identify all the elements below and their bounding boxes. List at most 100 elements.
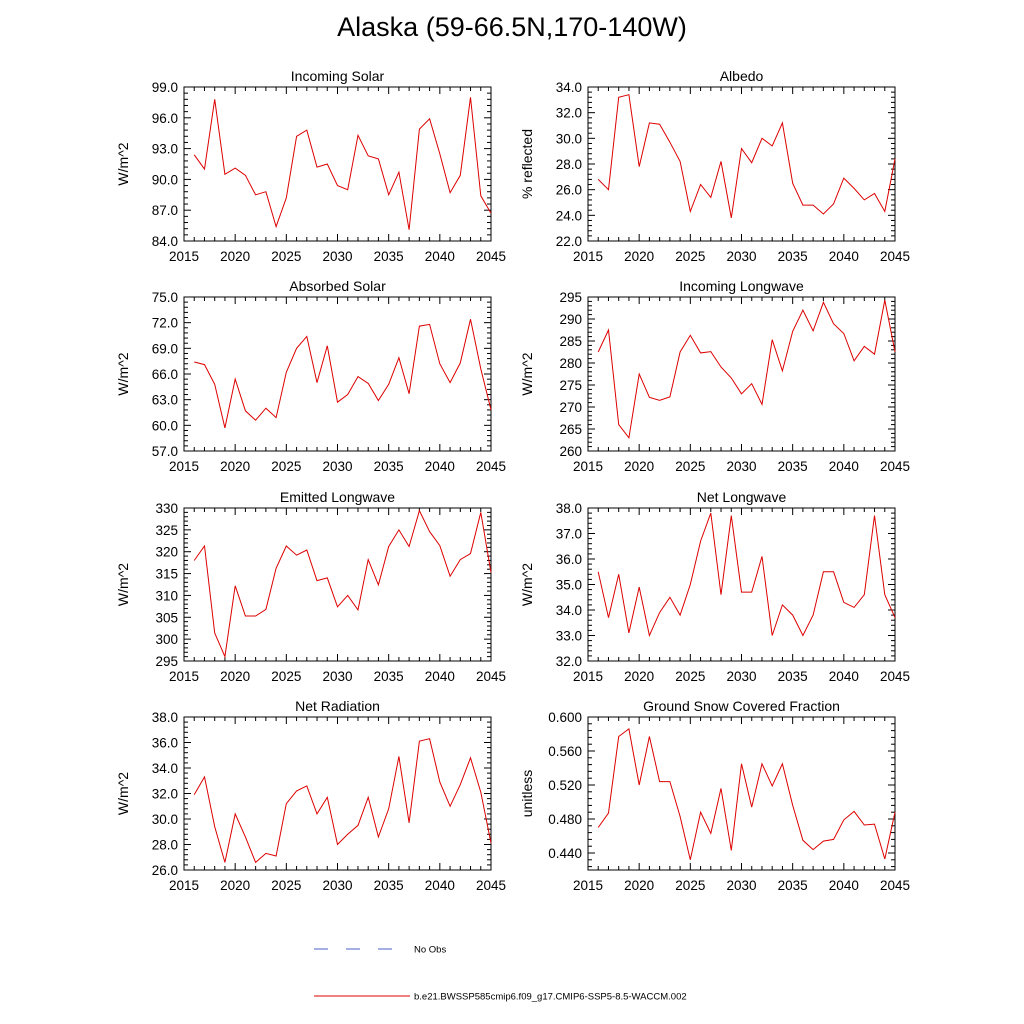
y-tick-label: 38.0 <box>152 710 178 725</box>
y-tick-label: 26.0 <box>556 183 582 198</box>
plot-frame <box>183 86 492 242</box>
x-tick-label: 2020 <box>624 459 654 474</box>
panel-title: Emitted Longwave <box>280 489 395 505</box>
plot-frame <box>587 296 896 452</box>
series-line <box>194 319 492 429</box>
y-tick-label: 38.0 <box>556 501 582 516</box>
x-tick-label: 2030 <box>322 249 352 264</box>
panel-8: Ground Snow Covered Fraction unitless 2015… <box>519 698 910 893</box>
y-tick-label: 24.0 <box>556 208 582 223</box>
x-tick-label: 2020 <box>220 249 250 264</box>
y-axis-label: W/m^2 <box>115 142 131 185</box>
y-tick-label: 34.0 <box>152 761 178 776</box>
x-tick-label: 2030 <box>322 878 352 893</box>
legend-model-label: b.e21.BWSSP585cmip6.f09_g17.CMIP6-SSP5-8… <box>414 992 687 1003</box>
x-tick-label: 2025 <box>675 459 705 474</box>
x-tick-label: 2025 <box>271 669 301 684</box>
panel-4: Incoming Longwave W/m^2 2015 2020 2025 2030 20… <box>519 278 910 474</box>
figure-title: Alaska (59-66.5N,170-140W) <box>337 12 687 42</box>
x-tick-label: 2035 <box>374 459 404 474</box>
y-tick-label: 285 <box>559 334 582 349</box>
panel-title: Net Radiation <box>295 698 380 714</box>
y-axis-label: % reflected <box>519 129 535 199</box>
x-tick-label: 2020 <box>624 249 654 264</box>
y-tick-label: 325 <box>155 523 178 538</box>
y-tick-label: 36.0 <box>152 736 178 751</box>
x-tick-label: 2040 <box>829 669 859 684</box>
panels-group: Incoming Solar W/m^2 2015 2020 2025 2030 2035 2… <box>115 68 910 893</box>
x-tick-label: 2015 <box>169 669 199 684</box>
x-tick-label: 2040 <box>425 878 455 893</box>
y-axis-label: W/m^2 <box>519 352 535 395</box>
y-tick-label: 36.0 <box>556 552 582 567</box>
x-tick-label: 2015 <box>573 249 603 264</box>
x-tick-label: 2015 <box>169 878 199 893</box>
y-tick-label: 260 <box>559 444 582 459</box>
y-tick-label: 0.440 <box>548 846 582 861</box>
y-tick-label: 295 <box>559 290 582 305</box>
y-tick-label: 0.520 <box>548 778 582 793</box>
y-tick-label: 99.0 <box>152 80 178 95</box>
y-tick-label: 330 <box>155 501 178 516</box>
x-tick-label: 2030 <box>322 459 352 474</box>
y-axis-label: W/m^2 <box>115 563 131 606</box>
x-tick-label: 2040 <box>829 249 859 264</box>
x-tick-label: 2040 <box>425 459 455 474</box>
y-tick-label: 75.0 <box>152 290 178 305</box>
y-axis-label: W/m^2 <box>519 563 535 606</box>
y-tick-label: 0.480 <box>548 812 582 827</box>
x-tick-label: 2040 <box>425 249 455 264</box>
series-line <box>193 509 492 659</box>
series-line <box>597 512 896 638</box>
x-tick-label: 2025 <box>271 878 301 893</box>
x-tick-label: 2035 <box>374 669 404 684</box>
plot-frame <box>183 507 492 662</box>
series-line <box>597 300 896 440</box>
y-tick-label: 320 <box>155 545 178 560</box>
x-tick-label: 2015 <box>169 459 199 474</box>
panel-title: Ground Snow Covered Fraction <box>643 698 840 714</box>
y-tick-label: 30.0 <box>556 131 582 146</box>
y-tick-label: 310 <box>155 588 178 603</box>
x-tick-label: 2045 <box>476 878 506 893</box>
y-tick-label: 295 <box>155 654 178 669</box>
y-tick-label: 34.0 <box>556 80 582 95</box>
x-tick-label: 2035 <box>778 878 808 893</box>
y-tick-label: 66.0 <box>152 367 178 382</box>
x-tick-label: 2025 <box>271 459 301 474</box>
x-tick-label: 2045 <box>880 669 910 684</box>
plot-frame <box>587 507 896 662</box>
x-tick-label: 2045 <box>880 249 910 264</box>
panel-title: Incoming Longwave <box>679 278 804 294</box>
y-tick-label: 35.0 <box>556 578 582 593</box>
panel-title: Albedo <box>720 68 764 84</box>
x-tick-label: 2045 <box>880 459 910 474</box>
panel-7: Net Radiation W/m^2 2015 2020 2025 2030 2035 20… <box>115 698 506 893</box>
x-tick-label: 2045 <box>476 459 506 474</box>
panel-1: Incoming Solar W/m^2 2015 2020 2025 2030 2035 2… <box>115 68 506 264</box>
y-tick-label: 315 <box>155 567 178 582</box>
y-tick-label: 280 <box>559 356 582 371</box>
x-tick-label: 2030 <box>726 249 756 264</box>
y-axis-label: unitless <box>519 770 535 817</box>
y-tick-label: 0.560 <box>548 744 582 759</box>
y-tick-label: 87.0 <box>152 203 178 218</box>
plot-frame <box>587 716 896 871</box>
series-line <box>193 738 492 864</box>
y-tick-label: 33.0 <box>556 629 582 644</box>
x-tick-label: 2045 <box>880 878 910 893</box>
y-tick-label: 30.0 <box>152 812 178 827</box>
x-tick-label: 2015 <box>573 459 603 474</box>
y-tick-label: 28.0 <box>556 157 582 172</box>
x-tick-label: 2035 <box>778 669 808 684</box>
x-tick-label: 2025 <box>675 249 705 264</box>
y-tick-label: 72.0 <box>152 316 178 331</box>
y-tick-label: 300 <box>155 632 178 647</box>
panel-title: Incoming Solar <box>291 68 385 84</box>
x-tick-label: 2025 <box>675 878 705 893</box>
x-tick-label: 2025 <box>271 249 301 264</box>
x-tick-label: 2030 <box>726 878 756 893</box>
panel-2: Albedo % reflected 2015 2020 2025 2030 2035 204… <box>519 68 910 264</box>
y-tick-label: 93.0 <box>152 142 178 157</box>
panel-title: Absorbed Solar <box>289 278 386 294</box>
